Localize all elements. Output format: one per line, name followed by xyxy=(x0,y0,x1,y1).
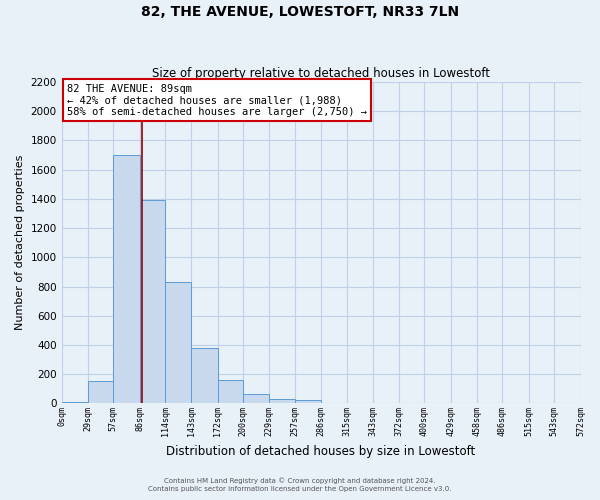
Bar xyxy=(269,399,295,404)
Title: Size of property relative to detached houses in Lowestoft: Size of property relative to detached ho… xyxy=(152,66,490,80)
Text: 82, THE AVENUE, LOWESTOFT, NR33 7LN: 82, THE AVENUE, LOWESTOFT, NR33 7LN xyxy=(141,5,459,19)
Bar xyxy=(295,400,321,404)
Bar xyxy=(88,380,113,404)
X-axis label: Distribution of detached houses by size in Lowestoft: Distribution of detached houses by size … xyxy=(166,444,476,458)
Bar xyxy=(113,155,140,404)
Bar xyxy=(165,282,191,404)
Bar xyxy=(140,200,165,404)
Text: 82 THE AVENUE: 89sqm
← 42% of detached houses are smaller (1,988)
58% of semi-de: 82 THE AVENUE: 89sqm ← 42% of detached h… xyxy=(67,84,367,117)
Y-axis label: Number of detached properties: Number of detached properties xyxy=(15,155,25,330)
Bar xyxy=(191,348,218,404)
Text: Contains HM Land Registry data © Crown copyright and database right 2024.
Contai: Contains HM Land Registry data © Crown c… xyxy=(148,478,452,492)
Bar xyxy=(62,402,88,404)
Bar xyxy=(243,394,269,404)
Bar xyxy=(218,380,243,404)
